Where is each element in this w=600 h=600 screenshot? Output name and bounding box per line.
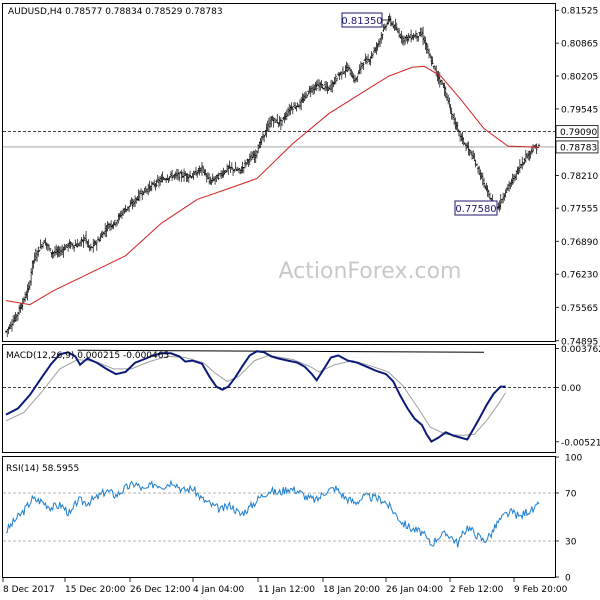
rsi-y-tick-label: 30 — [565, 538, 577, 548]
x-tick-label: 4 Jan 04:00 — [193, 585, 245, 595]
price-y-tick-label: 0.81525 — [561, 7, 598, 17]
current-price-label: 0.78783 — [560, 143, 597, 153]
price-y-tick-label: 0.76230 — [561, 271, 598, 281]
resistance-level-tag — [555, 125, 599, 139]
rsi-y-tick-label: 0 — [565, 574, 571, 584]
x-tick-label: 18 Jan 20:00 — [323, 585, 380, 595]
macd-y-axis: 0.003762 0.00 -0.005216 — [555, 345, 600, 448]
macd-y-tick-label: 0.00 — [561, 384, 581, 394]
high-annotation-box — [341, 12, 383, 28]
current-price-tag — [555, 140, 599, 154]
price-title: AUDUSD,H4 0.78577 0.78834 0.78529 0.7878… — [8, 7, 223, 17]
price-y-tick-label: 0.79545 — [561, 105, 598, 115]
rsi-title: RSI(14) 58.5955 — [6, 464, 79, 474]
price-plot: 0.81350 0.77580 — [3, 12, 555, 338]
price-y-tick-label: 0.77555 — [561, 205, 598, 215]
x-tick-label: 26 Dec 12:00 — [130, 585, 191, 595]
x-tick-label: 26 Jan 04:00 — [386, 585, 443, 595]
rsi-line — [5, 479, 540, 548]
price-panel-frame — [2, 3, 556, 342]
macd-trend-line — [77, 349, 485, 353]
price-y-tick-label: 0.74895 — [561, 337, 598, 347]
watermark: ActionForex.com — [279, 259, 462, 284]
x-tick-label: 2 Feb 12:00 — [450, 585, 504, 595]
macd-y-tick-label: -0.005216 — [561, 438, 600, 448]
macd-plot — [3, 349, 555, 443]
x-tick-label: 11 Jan 12:00 — [258, 585, 315, 595]
price-y-tick-label: 0.80205 — [561, 73, 598, 83]
x-tick-label: 8 Dec 2017 — [3, 585, 55, 595]
x-tick-label: 15 Dec 20:00 — [65, 585, 126, 595]
high-annotation-label: 0.81350 — [341, 16, 382, 27]
rsi-plot — [3, 479, 555, 548]
macd-panel-frame — [2, 344, 556, 453]
price-y-tick-label: 0.80865 — [561, 40, 598, 50]
low-annotation-box — [454, 200, 498, 216]
moving-average-line — [5, 65, 540, 306]
price-y-tick-label: 0.76890 — [561, 238, 598, 248]
price-y-tick-label: 0.78210 — [561, 172, 598, 182]
low-annotation-label: 0.77580 — [455, 204, 496, 215]
resistance-level-label: 0.79090 — [560, 128, 597, 138]
macd-main-line — [5, 350, 506, 443]
price-y-axis: 0.81525 0.80865 0.80205 0.79545 0.78210 0.775… — [555, 7, 599, 347]
x-tick-label: 9 Feb 20:00 — [514, 585, 568, 595]
rsi-y-tick-label: 70 — [565, 490, 577, 500]
time-x-axis: 8 Dec 2017 15 Dec 20:00 26 Dec 12:00 4 Jan … — [2, 577, 568, 595]
macd-title: MACD(12,26,9) 0.000215 -0.000465 — [6, 351, 169, 361]
rsi-y-axis: 100 70 30 0 — [555, 454, 582, 584]
price-y-tick-label: 0.75565 — [561, 304, 598, 314]
rsi-y-tick-label: 100 — [565, 454, 582, 464]
macd-y-tick-label: 0.003762 — [561, 345, 600, 355]
rsi-panel-frame — [2, 456, 556, 578]
